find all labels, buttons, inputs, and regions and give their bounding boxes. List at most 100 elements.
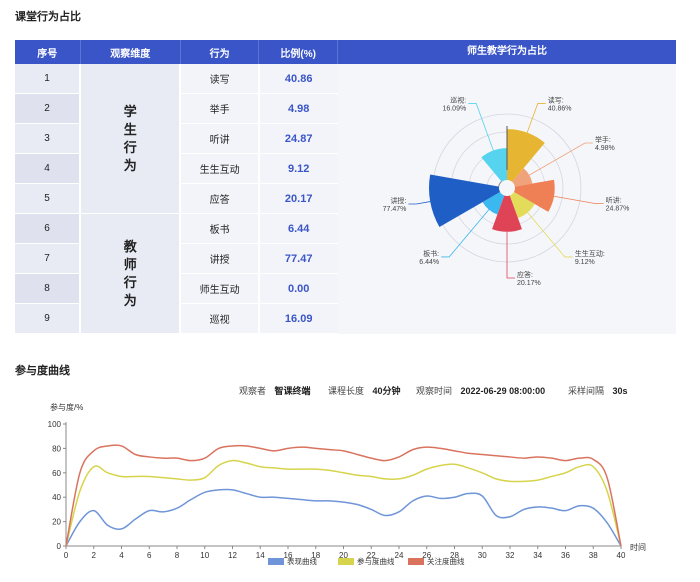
row-value: 4.98 [257,93,338,124]
x-axis-label: 时间 [630,542,646,552]
table-row: 6 教师行为 板书 6.44 [15,213,338,334]
rose-slice [509,192,535,219]
row-value: 20.17 [257,183,338,214]
x-tick-label: 16 [284,551,293,560]
x-tick-label: 14 [256,551,265,560]
meta-interval-label: 采样间隔 [568,386,605,396]
rose-slice [429,174,501,227]
rose-chart: 读写:40.86% 举手:4.98% 听讲:24.87% 生生互动:9.12% 应答:2… [383,95,630,287]
meta-time: 观察时间 2022-06-29 08:00:00 [416,384,545,397]
x-tick-label: 32 [506,551,515,560]
row-behavior: 举手 [180,93,259,124]
rose-chart-panel: 读写: 40.86% 举手: 4.98% 听讲: 24.87% 生生互动: 9.12% 应答: 2… [338,64,676,334]
row-value: 9.12 [257,153,338,184]
y-tick-label: 0 [57,542,62,551]
row-behavior: 生生互动 [180,153,259,184]
x-tick-label: 26 [422,551,431,560]
y-tick-label: 60 [52,469,61,478]
x-tick-label: 30 [478,551,487,560]
rose-slice-name: 生生互动: [575,249,605,258]
row-value: 6.44 [257,213,338,244]
series-line [65,444,622,547]
rose-slice [507,129,545,182]
row-value: 16.09 [257,303,338,334]
row-value: 77.47 [257,243,338,274]
rose-slice-percent: 9.12% [575,259,595,266]
rose-slice [512,168,533,187]
rose-slice-percent: 77.47% [383,206,407,213]
row-seq: 7 [15,243,81,274]
dimension-label: 学生行为 [123,103,137,173]
x-tick-label: 6 [147,551,152,560]
rose-slice-percent: 16.09% [442,105,466,112]
table-row: 3 听讲 24.87 [15,123,338,154]
x-tick-label: 28 [450,551,459,560]
meta-observer-value: 智课终端 [274,386,311,396]
rose-label-line [526,103,546,133]
table-row: 8 师生互动 0.00 [15,273,338,304]
row-behavior: 读写 [180,64,259,94]
rose-label-line [529,142,593,176]
x-tick-label: 24 [395,551,404,560]
meta-observer-label: 观察者 [239,386,267,396]
row-seq: 9 [15,303,81,334]
meta-observer: 观察者 智课终端 [239,384,311,397]
y-axis-label: 参与度/% [50,402,83,412]
rose-slice [492,195,522,232]
rose-label-line [468,103,494,151]
rose-slice-name: 举手: [595,135,611,144]
meta-time-label: 观察时间 [416,386,453,396]
x-tick-label: 22 [367,551,376,560]
row-behavior: 巡视 [180,303,259,334]
rose-slice-name: 巡视: [450,95,466,104]
x-tick-label: 4 [119,551,124,560]
rose-slice-name: 板书: [423,249,439,258]
x-tick-label: 20 [339,551,348,560]
section-title-engagement: 参与度曲线 [15,365,70,377]
row-behavior: 听讲 [180,123,259,154]
section-title-behavior: 课堂行为占比 [15,11,81,23]
behavior-table: 序号 观察维度 行为 比例(%) 1 学生行为 读写 40.86 2 举手 4.… [15,40,338,334]
dimension-student: 学生行为 [79,64,182,214]
rose-slice [482,192,505,215]
table-row: 1 学生行为 读写 40.86 [15,64,338,214]
row-seq: 6 [15,213,81,244]
row-seq: 5 [15,183,81,214]
table-row: 2 举手 4.98 [15,93,338,124]
table-row: 9 巡视 16.09 [15,303,338,334]
x-tick-label: 10 [200,551,209,560]
series-line [65,488,622,547]
x-tick-label: 8 [175,551,180,560]
rose-slice [481,148,507,182]
row-value: 0.00 [257,273,338,304]
row-seq: 3 [15,123,81,154]
rose-slice-name: 听讲: [606,196,622,205]
meta-length-label: 课程长度 [328,386,365,396]
rose-label-line [441,209,490,258]
legend-label: 关注度曲线 [427,556,465,566]
rose-label-line [553,195,604,205]
x-tick-label: 40 [617,551,626,560]
meta-interval: 采样间隔 30s [568,384,628,397]
legend-swatch [338,558,354,565]
legend-label: 参与度曲线 [357,556,395,566]
legend-swatch [268,558,284,565]
x-tick-label: 36 [561,551,570,560]
row-behavior: 师生互动 [180,273,259,304]
rose-slice-percent: 20.17% [517,280,541,287]
rose-slice-percent: 4.98% [595,145,615,152]
y-tick-label: 40 [52,493,61,502]
meta-interval-value: 30s [612,386,628,396]
table-row: 4 生生互动 9.12 [15,153,338,184]
table-row: 7 讲授 77.47 [15,243,338,274]
series-line [65,459,622,547]
rose-slice [498,181,502,187]
rose-slice [513,179,555,212]
table-row: 5 应答 20.17 [15,183,338,214]
rose-chart-title: 师生教学行为占比 [338,40,676,64]
row-behavior: 应答 [180,183,259,214]
y-tick-label: 100 [48,420,62,429]
meta-length: 课程长度 40分钟 [328,384,401,397]
row-value: 40.86 [257,64,338,94]
